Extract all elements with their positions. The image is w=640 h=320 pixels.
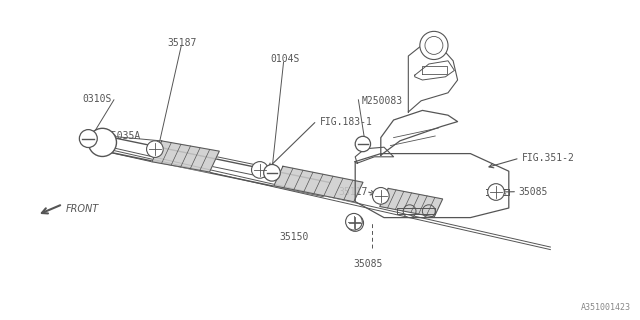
- Ellipse shape: [264, 164, 280, 181]
- Text: FIG.183-1: FIG.183-1: [320, 116, 373, 127]
- Ellipse shape: [372, 188, 389, 204]
- Ellipse shape: [252, 162, 268, 178]
- Text: 35035A: 35035A: [106, 131, 141, 141]
- Text: 0104S: 0104S: [270, 54, 300, 64]
- Polygon shape: [152, 141, 220, 172]
- Text: 35085: 35085: [518, 187, 548, 197]
- Text: M250083: M250083: [362, 96, 403, 106]
- Ellipse shape: [420, 31, 448, 60]
- Ellipse shape: [346, 213, 362, 230]
- Ellipse shape: [488, 184, 504, 200]
- Text: 35150: 35150: [280, 232, 309, 242]
- Text: FIG.351-2: FIG.351-2: [522, 153, 575, 164]
- Text: 0310S: 0310S: [83, 94, 112, 104]
- Ellipse shape: [88, 128, 116, 156]
- Text: A351001423: A351001423: [580, 303, 630, 312]
- Ellipse shape: [147, 141, 163, 157]
- Polygon shape: [274, 166, 363, 202]
- Polygon shape: [380, 188, 443, 217]
- Text: FRONT: FRONT: [66, 204, 99, 214]
- Ellipse shape: [79, 130, 97, 148]
- Ellipse shape: [355, 136, 371, 152]
- Text: 35085: 35085: [353, 259, 383, 269]
- Text: 35187: 35187: [168, 38, 197, 48]
- Text: 35117: 35117: [339, 187, 368, 197]
- Ellipse shape: [347, 215, 364, 231]
